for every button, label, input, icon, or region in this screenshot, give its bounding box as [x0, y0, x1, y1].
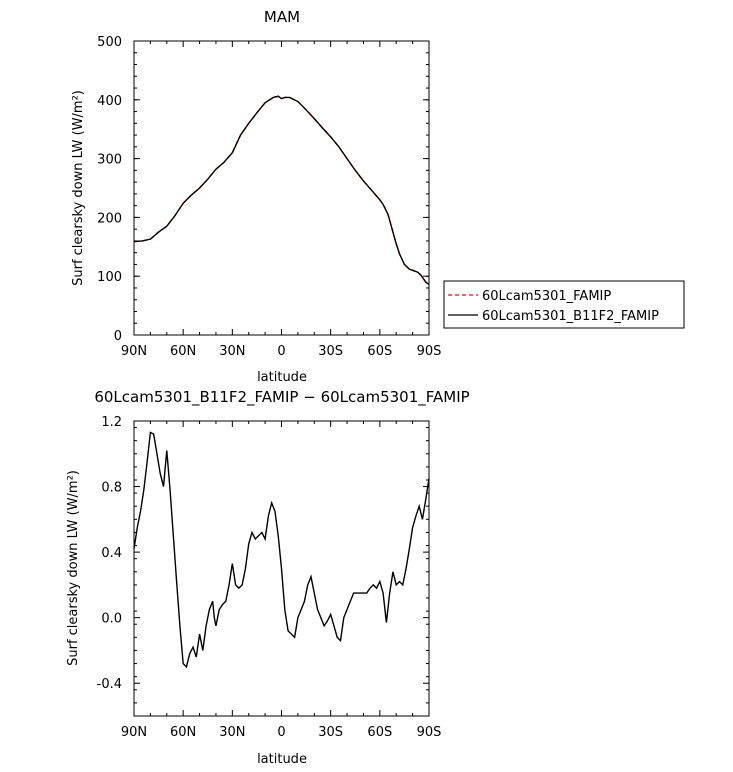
y-tick-label: 500: [97, 35, 122, 50]
x-tick-label: 0: [277, 344, 285, 359]
y-tick-label: 100: [97, 270, 122, 285]
x-tick-label: 60N: [170, 344, 196, 359]
x-tick-label: 0: [277, 725, 285, 740]
chart-title: MAM: [264, 8, 300, 26]
plot-area: 90N 60N 30N 0 30S 60S 90S 0 100 200 300 400 500: [97, 35, 441, 359]
x-axis-label: latitude: [257, 752, 307, 767]
plot-frame: [133, 40, 430, 336]
legend-label-famip: 60Lcam5301_FAMIP: [482, 289, 611, 304]
series-line-1: [133, 95, 430, 285]
x-tick-label: 60S: [367, 344, 392, 359]
y-axis-label: Surf clearsky down LW (W/m²): [66, 470, 81, 666]
legend: 60Lcam5301_FAMIP 60Lcam5301_B11F2_FAMIP: [443, 280, 685, 329]
chart-title: 60Lcam5301_B11F2_FAMIP − 60Lcam5301_FAMI…: [94, 388, 469, 407]
x-tick-label: 90N: [121, 725, 147, 740]
y-tick-label: -0.4: [97, 677, 122, 692]
y-tick-label: 0: [114, 329, 122, 344]
legend-box: [443, 280, 685, 329]
x-tick-label: 90S: [417, 725, 442, 740]
y-axis-label: Surf clearsky down LW (W/m²): [71, 90, 86, 286]
x-tick-label: 30N: [219, 725, 245, 740]
y-tick-label: 0.4: [101, 546, 122, 561]
y-tick-label: 400: [97, 94, 122, 109]
series-line-1: [133, 431, 430, 669]
y-tick-label: 1.2: [101, 415, 122, 430]
x-tick-label: 60S: [367, 725, 392, 740]
legend-label-b11f2: 60Lcam5301_B11F2_FAMIP: [482, 309, 659, 324]
chart-bottom-panel: 60Lcam5301_B11F2_FAMIP − 60Lcam5301_FAMI…: [66, 388, 470, 767]
x-tick-label: 60N: [170, 725, 196, 740]
y-tick-label: 300: [97, 153, 122, 168]
x-tick-label: 30S: [318, 725, 343, 740]
y-tick-label: 200: [97, 211, 122, 226]
x-tick-label: 90N: [121, 344, 147, 359]
y-tick-label: 0.0: [101, 612, 122, 627]
chart-top-panel: MAM Surf clearsky down LW (W/m²) latitud…: [71, 8, 441, 385]
x-axis-label: latitude: [257, 370, 307, 385]
x-tick-label: 90S: [417, 344, 442, 359]
plot-area: 90N 60N 30N 0 30S 60S 90S -0.4 0.0 0.4 0.8 1.2: [97, 415, 442, 740]
series-line-2: [133, 95, 430, 285]
y-tick-label: 0.8: [101, 481, 122, 496]
x-tick-label: 30N: [219, 344, 245, 359]
x-tick-label: 30S: [318, 344, 343, 359]
